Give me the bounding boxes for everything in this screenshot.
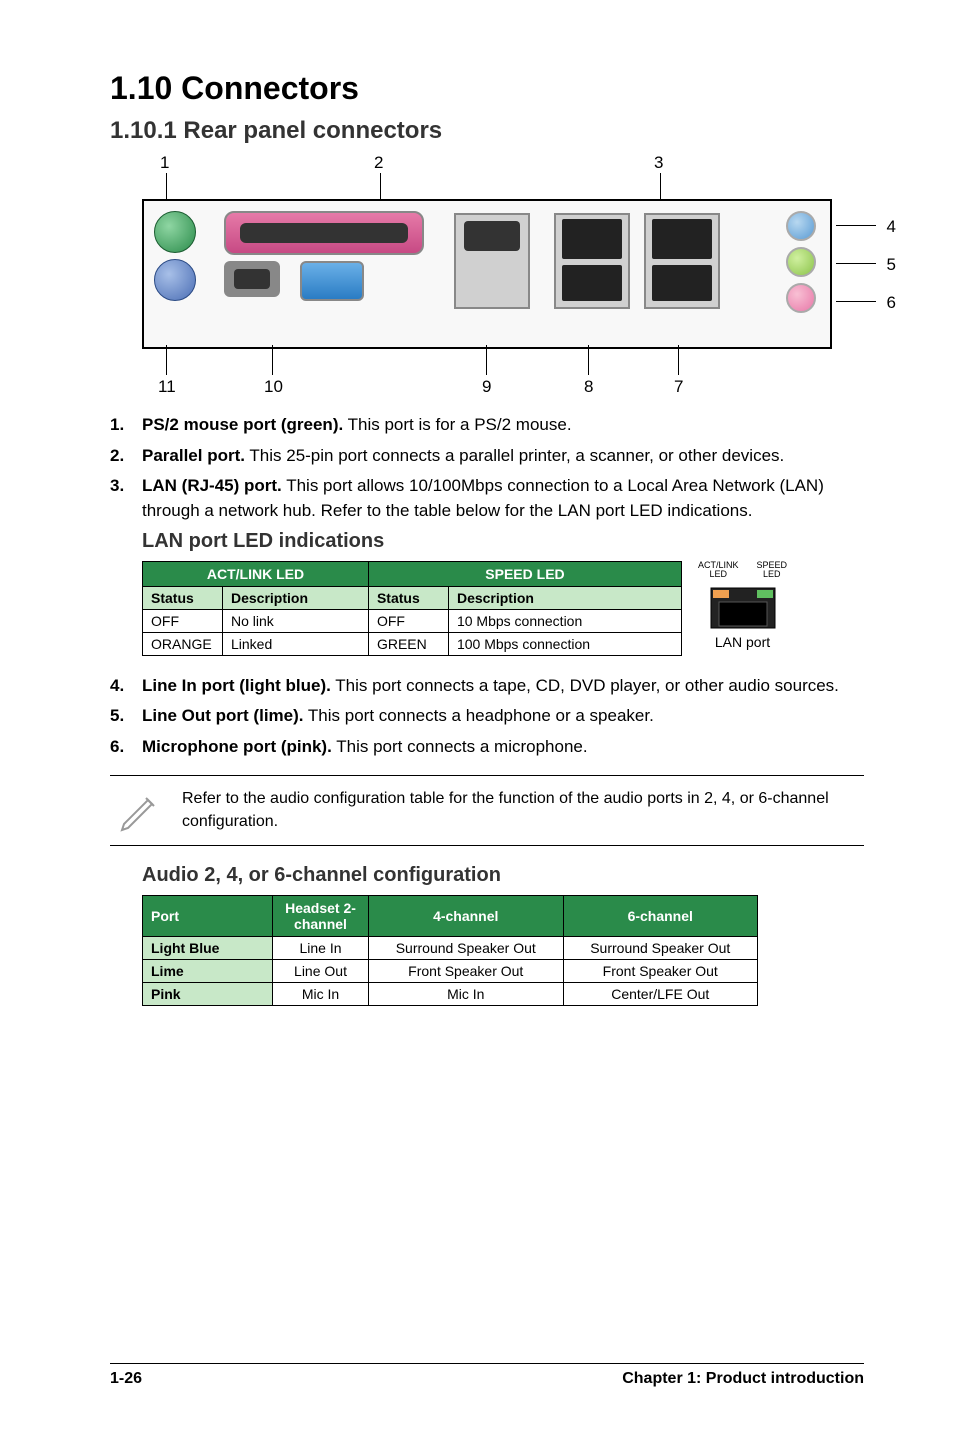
led-indications-heading: LAN port LED indications bbox=[142, 530, 864, 553]
page-footer: 1-26 Chapter 1: Product introduction bbox=[110, 1363, 864, 1388]
callout-10: 10 bbox=[264, 377, 283, 397]
panel-background bbox=[142, 199, 832, 349]
item-num: 2. bbox=[110, 444, 142, 469]
item-bold: Line In port (light blue). bbox=[142, 676, 331, 695]
audio-col-6ch: 6-channel bbox=[563, 896, 758, 937]
callout-8: 8 bbox=[584, 377, 593, 397]
item-text: This port is for a PS/2 mouse. bbox=[343, 415, 571, 434]
led-group-1: ACT/LINK LED bbox=[143, 561, 369, 586]
item-bold: Parallel port. bbox=[142, 446, 245, 465]
connector-list-a: 1. PS/2 mouse port (green). This port is… bbox=[110, 413, 864, 524]
led-group-2: SPEED LED bbox=[368, 561, 681, 586]
section-title: 1.10 Connectors bbox=[110, 70, 864, 107]
line-out-jack bbox=[786, 247, 816, 277]
callout-6: 6 bbox=[887, 293, 896, 313]
item-4: 4. Line In port (light blue). This port … bbox=[110, 674, 864, 699]
rj45-icon bbox=[707, 582, 779, 632]
callout-11: 11 bbox=[158, 377, 176, 397]
audio-config-heading: Audio 2, 4, or 6-channel configuration bbox=[142, 864, 864, 887]
usb-lan-stack bbox=[644, 213, 720, 309]
item-2: 2. Parallel port. This 25-pin port conne… bbox=[110, 444, 864, 469]
line-in-jack bbox=[786, 211, 816, 241]
item-text: This 25-pin port connects a parallel pri… bbox=[245, 446, 784, 465]
led-table: ACT/LINK LED SPEED LED Status Descriptio… bbox=[142, 561, 682, 656]
item-num: 5. bbox=[110, 704, 142, 729]
col-status: Status bbox=[368, 586, 448, 609]
item-5: 5. Line Out port (lime). This port conne… bbox=[110, 704, 864, 729]
chapter-label: Chapter 1: Product introduction bbox=[622, 1370, 864, 1388]
item-1: 1. PS/2 mouse port (green). This port is… bbox=[110, 413, 864, 438]
parallel-group bbox=[224, 211, 424, 301]
callout-5: 5 bbox=[887, 255, 896, 275]
audio-config-table: Port Headset 2-channel 4-channel 6-chann… bbox=[142, 895, 758, 1006]
item-num: 3. bbox=[110, 474, 142, 523]
callout-2: 2 bbox=[374, 153, 383, 173]
serial-port bbox=[224, 261, 280, 297]
note-box: Refer to the audio configuration table f… bbox=[110, 775, 864, 846]
center-block bbox=[454, 213, 530, 309]
item-num: 1. bbox=[110, 413, 142, 438]
table-row: Pink Mic In Mic In Center/LFE Out bbox=[143, 983, 758, 1006]
col-desc: Description bbox=[223, 586, 369, 609]
audio-jacks bbox=[786, 211, 816, 313]
connector-list-b: 4. Line In port (light blue). This port … bbox=[110, 674, 864, 760]
item-bold: LAN (RJ-45) port. bbox=[142, 476, 282, 495]
table-row: ORANGE Linked GREEN 100 Mbps connection bbox=[143, 632, 682, 655]
item-3: 3. LAN (RJ-45) port. This port allows 10… bbox=[110, 474, 864, 523]
item-6: 6. Microphone port (pink). This port con… bbox=[110, 735, 864, 760]
item-bold: Line Out port (lime). bbox=[142, 706, 304, 725]
audio-col-4ch: 4-channel bbox=[369, 896, 564, 937]
vga-port bbox=[300, 261, 364, 301]
col-desc: Description bbox=[448, 586, 681, 609]
page-number: 1-26 bbox=[110, 1370, 142, 1388]
item-num: 6. bbox=[110, 735, 142, 760]
ps2-keyboard-port bbox=[154, 259, 196, 301]
table-row: Lime Line Out Front Speaker Out Front Sp… bbox=[143, 960, 758, 983]
rear-panel-diagram: 1 2 3 4 bbox=[122, 159, 852, 389]
col-status: Status bbox=[143, 586, 223, 609]
subsection-title: 1.10.1 Rear panel connectors bbox=[110, 117, 864, 145]
item-text: This port connects a headphone or a spea… bbox=[304, 706, 654, 725]
table-row: Light Blue Line In Surround Speaker Out … bbox=[143, 937, 758, 960]
callout-3: 3 bbox=[654, 153, 663, 173]
ps2-ports bbox=[154, 211, 196, 301]
callout-9: 9 bbox=[482, 377, 491, 397]
item-text: This port connects a microphone. bbox=[332, 737, 588, 756]
table-row: OFF No link OFF 10 Mbps connection bbox=[143, 609, 682, 632]
ps2-mouse-port bbox=[154, 211, 196, 253]
mic-jack bbox=[786, 283, 816, 313]
pencil-icon bbox=[118, 788, 162, 832]
audio-col-port: Port bbox=[143, 896, 273, 937]
item-bold: PS/2 mouse port (green). bbox=[142, 415, 343, 434]
usb-stack-1 bbox=[554, 213, 630, 309]
audio-col-2ch: Headset 2-channel bbox=[273, 896, 369, 937]
lan-port-caption: LAN port bbox=[715, 634, 770, 650]
item-text: This port connects a tape, CD, DVD playe… bbox=[331, 676, 839, 695]
parallel-port bbox=[224, 211, 424, 255]
item-bold: Microphone port (pink). bbox=[142, 737, 332, 756]
item-num: 4. bbox=[110, 674, 142, 699]
callout-4: 4 bbox=[887, 217, 896, 237]
callout-7: 7 bbox=[674, 377, 683, 397]
note-text: Refer to the audio configuration table f… bbox=[182, 788, 856, 833]
lan-port-icon: ACT/LINKLED SPEEDLED LAN port bbox=[698, 561, 787, 651]
callout-1: 1 bbox=[160, 153, 169, 173]
